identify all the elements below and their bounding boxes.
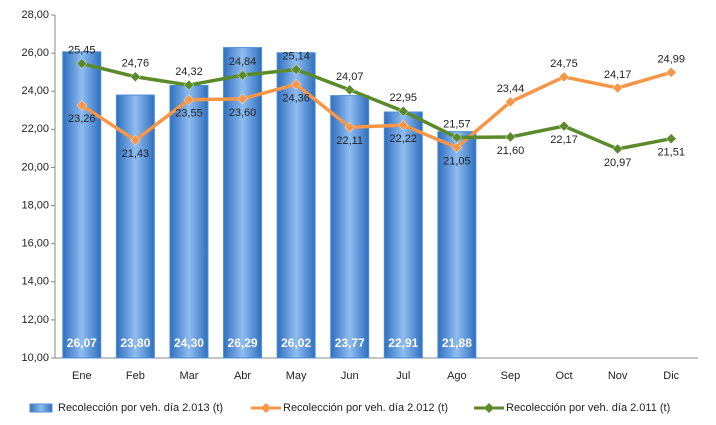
marker (397, 119, 409, 131)
bar (169, 85, 209, 359)
data-label: 25,14 (282, 50, 310, 62)
x-tick-label: Mar (179, 370, 198, 382)
data-label: 24,32 (175, 66, 203, 78)
bar-label: 23,77 (335, 336, 365, 350)
data-label: 23,26 (68, 113, 96, 125)
data-label: 22,11 (336, 135, 363, 147)
data-label: 21,60 (497, 145, 525, 157)
marker (76, 58, 88, 69)
bar-label: 21,88 (442, 336, 472, 350)
x-tick-label: Ene (72, 370, 92, 382)
legend-swatch (29, 403, 53, 413)
data-label: 21,05 (443, 155, 471, 167)
y-tick-label: 16,00 (21, 238, 49, 250)
legend-marker (261, 403, 271, 413)
y-tick-label: 24,00 (21, 85, 49, 97)
marker (290, 79, 302, 90)
line (81, 61, 672, 151)
x-tick-label: Nov (608, 370, 628, 382)
data-label: 24,99 (657, 53, 685, 65)
bar (115, 94, 155, 359)
data-label: 24,76 (122, 58, 150, 70)
data-label: 24,17 (604, 69, 632, 81)
y-tick-label: 28,00 (21, 9, 49, 21)
data-label: 25,45 (68, 44, 96, 56)
marker (344, 121, 356, 133)
marker (612, 82, 623, 94)
data-label: 22,17 (550, 134, 578, 146)
bar (62, 51, 102, 359)
line (80, 70, 672, 150)
x-tick-label: May (286, 370, 307, 382)
marker (130, 71, 141, 83)
data-label: 24,84 (229, 56, 257, 68)
marker (612, 143, 623, 155)
bar-label: 23,80 (120, 336, 150, 350)
data-label: 20,97 (604, 157, 632, 169)
x-tick-label: Ago (447, 370, 467, 382)
data-label: 22,95 (390, 92, 418, 104)
data-label: 24,07 (336, 71, 364, 83)
marker (505, 131, 516, 143)
marker (451, 132, 463, 143)
x-tick-label: Sep (501, 370, 521, 382)
marker (130, 134, 141, 146)
y-tick-label: 10,00 (21, 352, 49, 364)
y-tick-label: 20,00 (21, 161, 49, 173)
x-tick-label: Jul (396, 370, 410, 382)
legend-label: Recolección por veh. día 2.013 (t) (58, 402, 223, 414)
x-tick-label: Abr (234, 370, 251, 382)
data-label: 21,57 (443, 118, 471, 130)
marker (237, 93, 248, 105)
data-label: 21,51 (657, 147, 685, 159)
data-label: 23,44 (497, 83, 525, 95)
legend-label: Recolección por veh. día 2.012 (t) (283, 402, 448, 414)
marker (558, 120, 570, 132)
marker (451, 142, 463, 153)
bar-label: 24,30 (174, 336, 204, 350)
data-label: 24,36 (282, 92, 310, 104)
marker (237, 69, 248, 81)
y-tick-label: 26,00 (21, 47, 49, 59)
x-tick-label: Oct (555, 370, 572, 382)
bar-label: 22,91 (388, 336, 418, 350)
marker (183, 79, 195, 91)
y-tick-label: 12,00 (21, 314, 49, 326)
data-label: 23,60 (229, 107, 257, 119)
legend-marker (484, 403, 494, 413)
marker (290, 64, 302, 75)
data-label: 24,75 (550, 58, 578, 70)
y-tick-label: 18,00 (21, 199, 49, 211)
marker (397, 105, 409, 117)
marker (183, 94, 195, 106)
marker (665, 133, 677, 145)
bar (383, 111, 423, 359)
legend-label: Recolección por veh. día 2.011 (t) (506, 402, 670, 414)
x-tick-label: Dic (663, 370, 679, 382)
bar (330, 95, 370, 359)
bar-label: 26,07 (67, 336, 97, 350)
bar (437, 131, 477, 359)
bar-label: 26,02 (281, 336, 311, 350)
marker (665, 67, 677, 78)
marker (558, 71, 570, 83)
x-tick-label: Feb (126, 370, 145, 382)
marker (76, 99, 88, 111)
bar (276, 52, 316, 359)
x-tick-label: Jun (341, 370, 359, 382)
data-label: 23,55 (175, 108, 203, 120)
bar-label: 26,29 (228, 336, 258, 350)
data-label: 22,22 (390, 133, 418, 145)
y-tick-label: 14,00 (21, 276, 49, 288)
y-tick-label: 22,00 (21, 123, 49, 135)
data-label: 21,43 (122, 148, 150, 160)
marker (505, 96, 516, 108)
marker (344, 84, 356, 96)
